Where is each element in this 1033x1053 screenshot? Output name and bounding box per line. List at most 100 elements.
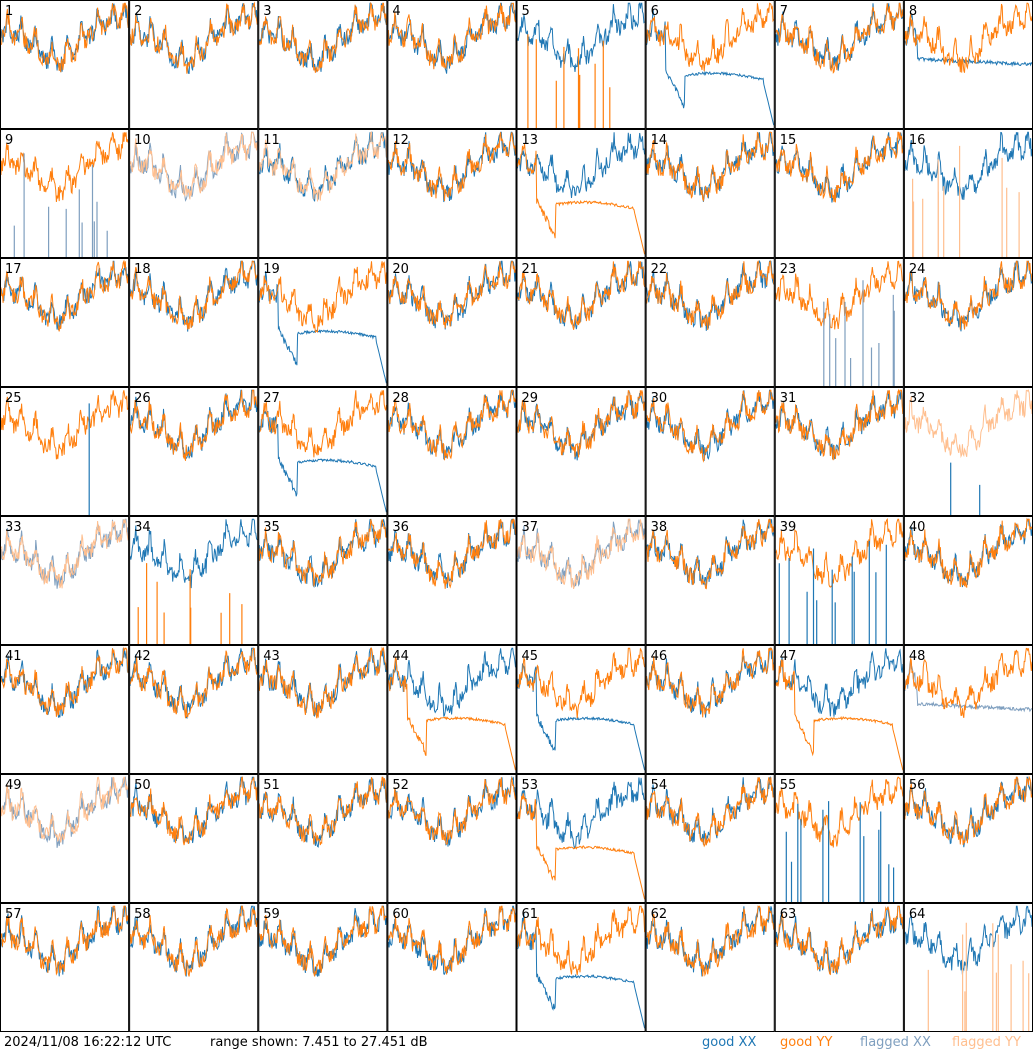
panel-51-label: 51 xyxy=(263,778,280,793)
panel-51-border xyxy=(258,774,388,903)
panel-10: 10 xyxy=(129,129,259,258)
panel-17-border xyxy=(0,258,130,387)
panel-53-border xyxy=(516,774,646,903)
panel-22: 22 xyxy=(645,258,775,387)
panel-43: 43 xyxy=(258,645,388,774)
panel-7-label: 7 xyxy=(780,4,788,19)
panel-31-border xyxy=(774,387,904,516)
panel-59-yy-line xyxy=(258,905,387,977)
panel-49: 49 xyxy=(0,774,130,903)
panel-36-yy-line xyxy=(387,518,516,589)
panel-27: 27 xyxy=(258,387,388,516)
panel-9-label: 9 xyxy=(5,133,13,148)
panel-20: 20 xyxy=(387,258,517,387)
panel-56-yy-line xyxy=(904,775,1033,845)
panel-19-xx-line xyxy=(258,270,387,384)
panel-9-yy-line xyxy=(0,132,129,203)
panel-63-yy-line xyxy=(775,905,904,976)
panel-34-label: 34 xyxy=(134,520,151,535)
panel-25-yy-line xyxy=(0,390,129,460)
panel-56: 56 xyxy=(903,774,1033,903)
panel-26-label: 26 xyxy=(134,391,151,406)
panel-42-label: 42 xyxy=(134,649,151,664)
panel-57-label: 57 xyxy=(5,907,22,922)
panel-11-label: 11 xyxy=(263,133,280,148)
panel-53-yy-line xyxy=(517,793,646,900)
panel-4-xx-line xyxy=(387,2,516,74)
panel-3-xx-line xyxy=(258,2,387,73)
panel-60: 60 xyxy=(387,903,517,1032)
panel-55: 55 xyxy=(774,774,904,903)
panel-10-yy-line xyxy=(129,131,258,200)
panel-9-border xyxy=(0,129,130,258)
panel-9: 9 xyxy=(0,129,130,258)
panel-58-yy-line xyxy=(129,905,258,977)
legend-good-yy: good YY xyxy=(780,1035,833,1050)
panel-26-yy-line xyxy=(129,389,258,461)
panel-48-yy-line xyxy=(904,647,1033,719)
panel-46-yy-line xyxy=(646,646,775,718)
panel-61-yy-line xyxy=(517,905,646,975)
panel-15-label: 15 xyxy=(780,133,797,148)
panel-16-yy-spikes xyxy=(912,145,1020,257)
panel-53: 53 xyxy=(516,774,646,903)
panel-12: 12 xyxy=(387,129,517,258)
panel-36-xx-line xyxy=(387,518,516,589)
panel-23-yy-line xyxy=(775,260,904,330)
panel-15-xx-line xyxy=(775,132,904,203)
panel-50-yy-line xyxy=(129,776,258,846)
panel-28-border xyxy=(387,387,517,516)
panel-37-border xyxy=(516,516,646,645)
panel-14: 14 xyxy=(645,129,775,258)
panel-64: 64 xyxy=(903,903,1033,1032)
panel-35-label: 35 xyxy=(263,520,280,535)
panel-56-label: 56 xyxy=(909,778,926,793)
panel-1-yy-line xyxy=(0,2,129,73)
panel-2-yy-line xyxy=(129,1,258,74)
panel-62-border xyxy=(645,903,775,1032)
panel-37-label: 37 xyxy=(522,520,539,535)
panel-32-label: 32 xyxy=(909,391,926,406)
panel-6-yy-line xyxy=(646,2,775,72)
panel-41-yy-line xyxy=(0,646,129,717)
panel-44-yy-line xyxy=(387,657,516,771)
panel-57-yy-line xyxy=(0,905,129,976)
panel-38: 38 xyxy=(645,516,775,645)
panel-50-border xyxy=(129,774,259,903)
panel-58-border xyxy=(129,903,259,1032)
panel-50-label: 50 xyxy=(134,778,151,793)
panel-27-yy-line xyxy=(259,390,387,458)
panel-55-xx-spikes xyxy=(785,801,895,902)
panel-19-border xyxy=(258,258,388,387)
panel-23-xx-spikes xyxy=(823,280,895,386)
panel-53-label: 53 xyxy=(522,778,539,793)
panel-3-label: 3 xyxy=(263,4,271,19)
panel-17: 17 xyxy=(0,258,130,387)
panel-30-yy-line xyxy=(646,389,775,463)
panel-59-label: 59 xyxy=(263,907,280,922)
panel-20-label: 20 xyxy=(392,262,409,277)
legend-good-xx: good XX xyxy=(702,1035,757,1050)
panel-25: 25 xyxy=(0,387,130,516)
panel-44: 44 xyxy=(387,645,517,774)
panel-35: 35 xyxy=(258,516,388,645)
panel-18-label: 18 xyxy=(134,262,151,277)
panel-47: 47 xyxy=(774,645,904,774)
panel-18-border xyxy=(129,258,259,387)
panel-22-yy-line xyxy=(646,259,775,331)
panel-21: 21 xyxy=(516,258,646,387)
panel-42: 42 xyxy=(129,645,259,774)
panel-49-border xyxy=(0,774,130,903)
panel-29-border xyxy=(516,387,646,516)
panel-29-label: 29 xyxy=(522,391,539,406)
panel-52: 52 xyxy=(387,774,517,903)
panel-13-xx-line xyxy=(517,132,646,199)
panel-30-label: 30 xyxy=(651,391,668,406)
panel-32: 32 xyxy=(903,387,1033,516)
panel-9-xx-spikes xyxy=(13,153,108,257)
panel-41-label: 41 xyxy=(5,649,22,664)
panel-46-label: 46 xyxy=(651,649,668,664)
panel-19-label: 19 xyxy=(263,262,280,277)
panel-45-border xyxy=(516,645,646,774)
panel-6-xx-line xyxy=(646,8,775,126)
